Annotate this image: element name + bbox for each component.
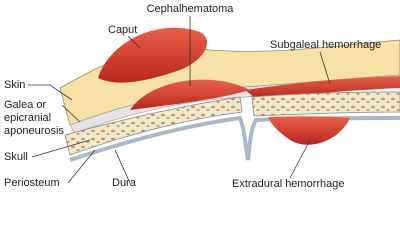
leader-line bbox=[61, 104, 81, 123]
label: Caput bbox=[108, 24, 137, 36]
extradural-hemorrhage bbox=[268, 116, 350, 145]
labels: Caput Cephalhematoma Subgaleal hemorrhag… bbox=[4, 3, 381, 190]
cephalhematoma bbox=[130, 79, 250, 110]
label: Skin bbox=[4, 79, 25, 91]
label: epicranial bbox=[4, 112, 51, 124]
skull bbox=[64, 96, 243, 156]
caput bbox=[98, 27, 208, 83]
label: Extradural hemorrhage bbox=[232, 178, 345, 190]
leader-line bbox=[31, 139, 91, 158]
leader-line bbox=[114, 149, 131, 184]
label: aponeurosis bbox=[4, 125, 64, 137]
leader-line bbox=[28, 84, 73, 101]
leader-line bbox=[289, 139, 311, 179]
diagram: Caput Cephalhematoma Subgaleal hemorrhag… bbox=[4, 3, 400, 190]
skull bbox=[251, 91, 400, 117]
label: Subgaleal hemorrhage bbox=[270, 39, 381, 51]
label: Periosteum bbox=[4, 177, 60, 189]
label: Skull bbox=[4, 151, 28, 163]
subgaleal-hemorrhage bbox=[245, 76, 400, 98]
leader-line bbox=[67, 149, 96, 184]
leader-line bbox=[319, 51, 331, 85]
anatomy bbox=[59, 27, 400, 162]
label: Galea or bbox=[4, 99, 47, 111]
leader-lines bbox=[28, 16, 331, 184]
label: Dura bbox=[112, 177, 137, 189]
leader-line bbox=[127, 35, 141, 49]
label: Cephalhematoma bbox=[147, 3, 235, 15]
